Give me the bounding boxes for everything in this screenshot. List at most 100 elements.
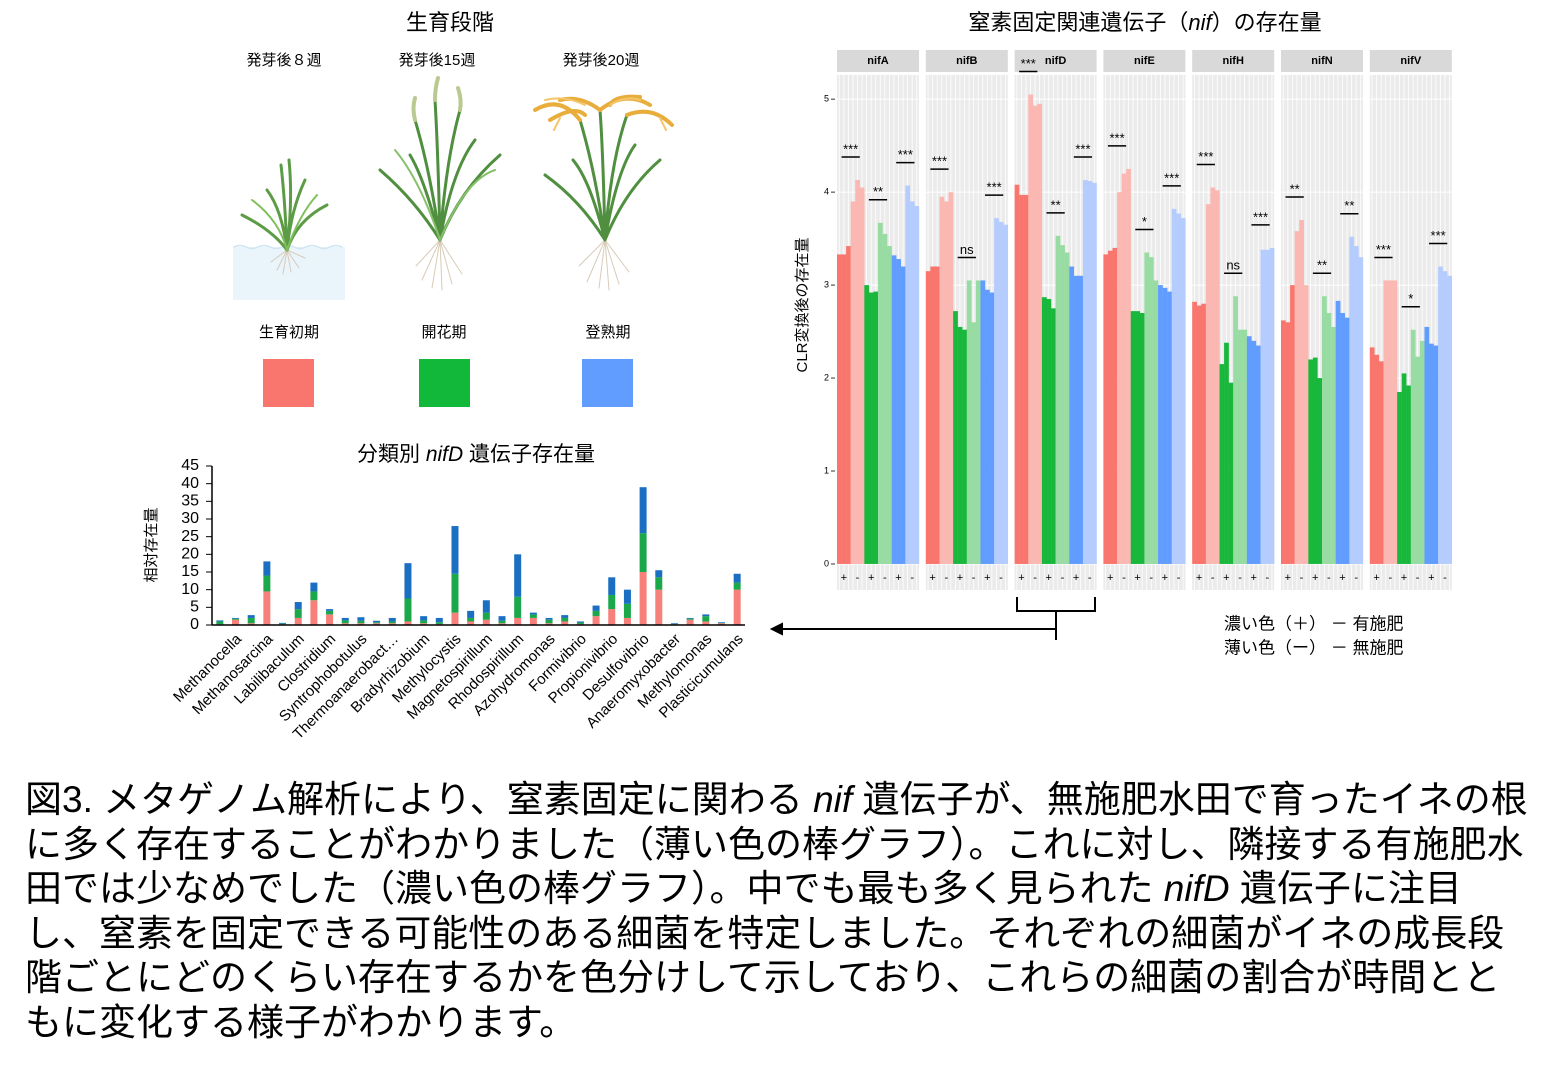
y-axis-label: 相対存在量 <box>143 507 160 582</box>
bar-segment <box>310 591 318 601</box>
bar <box>1205 204 1211 564</box>
bar-segment <box>482 600 490 613</box>
bar-segment <box>420 623 428 625</box>
facet-label: nifN <box>1311 55 1332 67</box>
bar <box>1210 187 1216 564</box>
bar <box>1410 329 1416 564</box>
bar <box>1383 280 1389 564</box>
bar-segment <box>467 621 475 625</box>
bar <box>1162 287 1168 564</box>
bar <box>1107 250 1113 564</box>
bar <box>953 311 958 564</box>
bar <box>1214 190 1220 564</box>
bar-segment <box>655 589 663 625</box>
bar-segment <box>498 616 506 621</box>
x-tick-label: - <box>1443 572 1447 584</box>
bar-segment <box>388 617 396 622</box>
y-tick-label: 25 <box>181 528 199 545</box>
significance-label: *** <box>1198 149 1213 164</box>
bar-segment <box>420 620 428 624</box>
bar-segment <box>733 582 741 590</box>
significance-label: * <box>1142 214 1147 229</box>
bar <box>1082 180 1088 564</box>
bar <box>1331 326 1336 564</box>
bar <box>1028 94 1034 564</box>
bar-segment <box>529 617 537 625</box>
y-tick-label: 2 <box>824 372 829 382</box>
x-tick-label: - <box>1211 572 1215 584</box>
significance-label: *** <box>1075 141 1090 156</box>
bar-segment <box>279 623 287 625</box>
bar <box>891 255 897 564</box>
bar <box>1237 329 1243 564</box>
plant-ripening <box>533 94 674 291</box>
bar <box>1201 303 1207 564</box>
x-tick-label: - <box>999 572 1003 584</box>
bar-segment <box>529 612 537 615</box>
bar-segment <box>388 621 396 624</box>
x-tick-label: + <box>1107 572 1113 584</box>
facet-label: nifH <box>1223 55 1244 67</box>
x-tick-label: - <box>1033 572 1037 584</box>
bar-segment <box>232 617 240 619</box>
x-tick-label: + <box>957 572 963 584</box>
bar-segment <box>686 618 694 620</box>
significance-label: *** <box>1253 209 1268 224</box>
bar-segment <box>467 617 475 622</box>
bar <box>1060 245 1065 564</box>
bar-segment <box>623 617 631 625</box>
bar <box>1014 184 1020 564</box>
stacked-chart: 分類別 nifD 遺伝子存在量相対存在量051015202530354045Me… <box>143 443 747 743</box>
bracket-arrow <box>769 597 1096 640</box>
bar <box>1233 296 1238 564</box>
significance-label: *** <box>1164 170 1179 185</box>
bar-segment <box>702 621 710 625</box>
y-tick-label: 4 <box>824 187 829 197</box>
facet-label: nifE <box>1134 55 1155 67</box>
x-tick-label: - <box>1416 572 1420 584</box>
x-tick-label: - <box>1327 572 1331 584</box>
y-axis-label: CLR変換後の存在量 <box>794 237 811 372</box>
bar <box>1046 299 1052 564</box>
x-tick-label: + <box>1073 572 1079 584</box>
plant-early <box>233 158 345 300</box>
bar-segment <box>655 577 663 590</box>
bar-segment <box>326 610 334 615</box>
bar <box>1429 343 1434 564</box>
bar <box>1180 218 1186 564</box>
bar-segment <box>592 616 600 625</box>
facet-label: nifB <box>956 55 977 67</box>
bar-segment <box>263 561 271 576</box>
significance-label: ns <box>960 242 974 257</box>
bar-segment <box>545 617 553 620</box>
bar-segment <box>232 618 240 620</box>
bar <box>998 221 1004 564</box>
bar <box>1322 296 1327 564</box>
bar <box>1192 301 1197 564</box>
title-run: ）の存在量 <box>1212 10 1322 35</box>
bar <box>878 222 883 564</box>
significance-label: *** <box>1021 56 1036 71</box>
bar <box>1442 271 1448 564</box>
caption-run: 図3. メタゲノム解析により、窒素固定に関わる <box>25 779 814 820</box>
bar <box>1251 340 1257 564</box>
bar-segment <box>326 609 334 611</box>
bar <box>1269 247 1275 564</box>
bar-segment <box>294 609 302 618</box>
x-tick-label: - <box>1354 572 1358 584</box>
bar-segment <box>341 620 349 624</box>
bar <box>1158 285 1163 564</box>
bar <box>1055 235 1061 564</box>
bar-segment <box>561 621 569 625</box>
bar-segment <box>561 617 569 622</box>
bar-segment <box>608 594 616 610</box>
stage-title: 生育段階 <box>406 10 494 35</box>
legend-swatch <box>582 359 633 407</box>
bar <box>948 192 954 564</box>
bar <box>939 196 945 564</box>
significance-label: *** <box>898 147 913 162</box>
bar <box>1117 192 1122 564</box>
bar <box>930 266 936 564</box>
